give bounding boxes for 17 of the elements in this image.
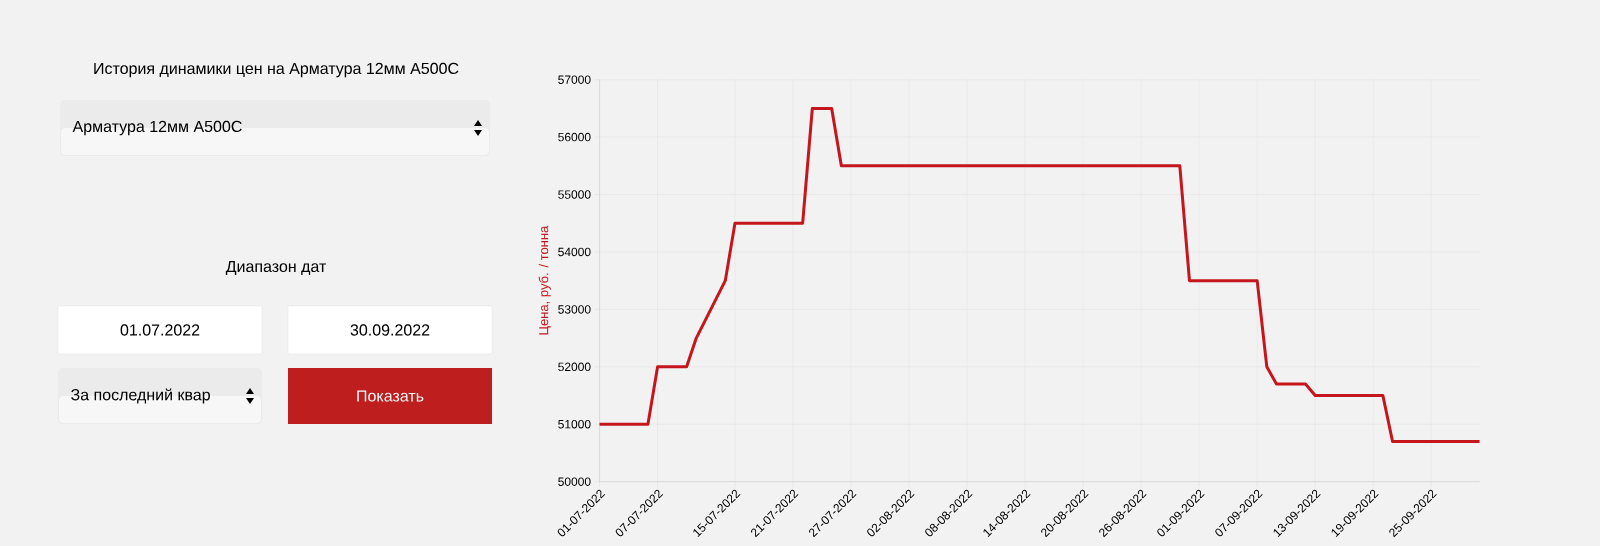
text: Показать (357, 390, 424, 402)
y-tick-label: 50000 (558, 477, 591, 486)
text: Арматура 12мм А500С (72, 120, 242, 136)
line-series (598, 106, 1482, 443)
y-tick-label: 51000 (558, 419, 591, 429)
y-tick-label: 57000 (558, 75, 591, 84)
text: Диапазон дат (225, 260, 327, 276)
text: История динамики цен на Арматура 12мм А500С (94, 62, 459, 78)
y-tick-label: 52000 (558, 362, 591, 372)
y-tick-label: 54000 (558, 247, 591, 257)
y-tick-label: 53000 (558, 305, 591, 314)
y-tick-label: 56000 (558, 132, 591, 142)
y-tick-label: 55000 (558, 190, 591, 199)
text: 30.09.2022 (350, 324, 430, 336)
y-axis-title: Цена, руб. / тонна (538, 225, 551, 335)
text: За последний квар (71, 388, 210, 404)
text: 01.07.2022 (120, 324, 200, 336)
